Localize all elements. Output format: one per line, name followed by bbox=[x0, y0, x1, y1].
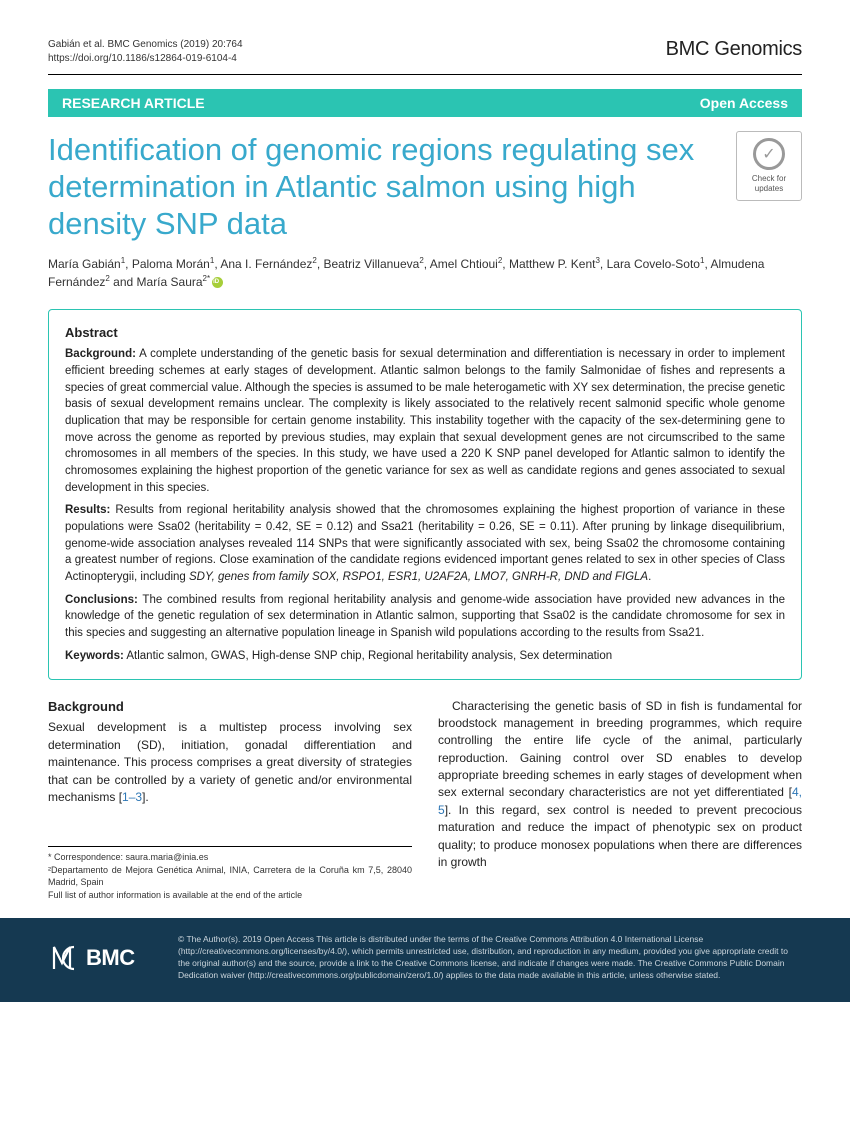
right-column: Characterising the genetic basis of SD i… bbox=[438, 698, 802, 902]
crossmark-icon: ✓ bbox=[753, 138, 785, 170]
journal-name: BMC Genomics bbox=[666, 38, 802, 61]
header-meta: Gabián et al. BMC Genomics (2019) 20:764… bbox=[48, 38, 802, 66]
header-rule bbox=[48, 74, 802, 75]
correspondence-block: * Correspondence: saura.maria@inia.es ²D… bbox=[48, 851, 412, 901]
left-para: Sexual development is a multistep proces… bbox=[48, 719, 412, 806]
bmc-text: BMC bbox=[86, 945, 135, 971]
background-heading: Background bbox=[48, 698, 412, 717]
abstract-background: Background: A complete understanding of … bbox=[65, 346, 785, 496]
orcid-icon[interactable] bbox=[212, 277, 223, 288]
abstract-heading: Abstract bbox=[65, 324, 785, 343]
abstract-results: Results: Results from regional heritabil… bbox=[65, 502, 785, 585]
citation: Gabián et al. BMC Genomics (2019) 20:764… bbox=[48, 38, 243, 66]
authors-text: María Gabián1, Paloma Morán1, Ana I. Fer… bbox=[48, 257, 764, 289]
gene-list: SDY, genes from family SOX, RSPO1, ESR1,… bbox=[189, 571, 648, 583]
citation-line2: https://doi.org/10.1186/s12864-019-6104-… bbox=[48, 52, 243, 66]
abstract-conclusions: Conclusions: The combined results from r… bbox=[65, 592, 785, 642]
banner-left: RESEARCH ARTICLE bbox=[62, 95, 205, 111]
footer: BMC © The Author(s). 2019 Open Access Th… bbox=[0, 918, 850, 1002]
left-column: Background Sexual development is a multi… bbox=[48, 698, 412, 902]
corr-note: Full list of author information is avail… bbox=[48, 889, 412, 902]
citation-line1: Gabián et al. BMC Genomics (2019) 20:764 bbox=[48, 38, 243, 52]
corr-address: ²Departamento de Mejora Genética Animal,… bbox=[48, 864, 412, 889]
correspondence-rule bbox=[48, 846, 412, 847]
title-row: Identification of genomic regions regula… bbox=[48, 131, 802, 243]
page: Gabián et al. BMC Genomics (2019) 20:764… bbox=[0, 0, 850, 1129]
corr-email: * Correspondence: saura.maria@inia.es bbox=[48, 851, 412, 864]
crossmark-text: Check for updates bbox=[752, 174, 786, 193]
ref-link[interactable]: 1–3 bbox=[122, 790, 142, 804]
authors-list: María Gabián1, Paloma Morán1, Ana I. Fer… bbox=[48, 255, 802, 291]
license-text: © The Author(s). 2019 Open Access This a… bbox=[178, 934, 802, 982]
article-title: Identification of genomic regions regula… bbox=[48, 131, 718, 243]
article-type-banner: RESEARCH ARTICLE Open Access bbox=[48, 89, 802, 117]
body-columns: Background Sexual development is a multi… bbox=[48, 698, 802, 902]
abstract-keywords: Keywords: Atlantic salmon, GWAS, High-de… bbox=[65, 648, 785, 665]
bmc-logo-icon bbox=[48, 939, 86, 977]
banner-right: Open Access bbox=[700, 95, 788, 111]
right-para: Characterising the genetic basis of SD i… bbox=[438, 698, 802, 872]
crossmark-badge[interactable]: ✓ Check for updates bbox=[736, 131, 802, 201]
abstract-box: Abstract Background: A complete understa… bbox=[48, 309, 802, 680]
bmc-logo: BMC bbox=[48, 932, 158, 984]
